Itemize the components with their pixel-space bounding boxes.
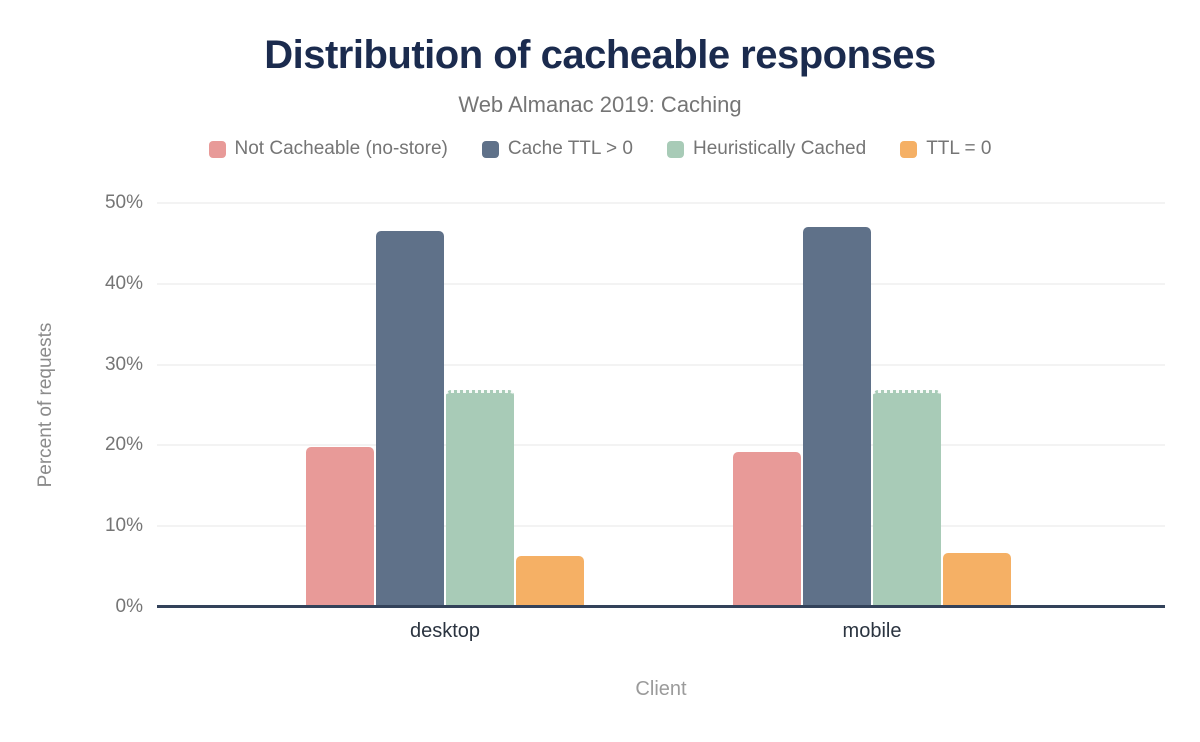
bar-desktop-heuristically-cached[interactable] bbox=[446, 390, 514, 607]
legend-swatch-icon bbox=[208, 140, 226, 158]
legend-swatch-icon bbox=[481, 140, 499, 158]
bar-mobile-cache-ttl-0[interactable] bbox=[803, 227, 871, 607]
legend-label: Cache TTL > 0 bbox=[507, 138, 633, 159]
legend-label: Heuristically Cached bbox=[693, 138, 867, 159]
bar-mobile-ttl-0[interactable] bbox=[943, 552, 1011, 607]
plot-area: 0% 10% 20% 30% 40% 50% desktop mobile bbox=[105, 193, 1165, 642]
legend-label: Not Cacheable (no-store) bbox=[234, 138, 448, 159]
bar-group-mobile: mobile bbox=[733, 203, 1011, 642]
gridline bbox=[157, 444, 1165, 447]
chart-title: Distribution of cacheable responses bbox=[264, 33, 936, 77]
legend-item: Not Cacheable (no-store) bbox=[208, 138, 448, 160]
bar-mobile-heuristically-cached[interactable] bbox=[873, 390, 941, 607]
y-tick-label: 40% bbox=[104, 272, 143, 294]
legend-item: Cache TTL > 0 bbox=[481, 138, 633, 160]
y-tick-label: 0% bbox=[115, 596, 143, 617]
gridline bbox=[157, 282, 1165, 285]
bar-desktop-not-cacheable-no-store[interactable] bbox=[306, 447, 374, 607]
x-axis-line bbox=[157, 605, 1165, 608]
y-tick-label: 30% bbox=[104, 353, 143, 375]
bar-mobile-not-cacheable-no-store[interactable] bbox=[733, 451, 801, 607]
x-tick-label: mobile bbox=[842, 620, 902, 642]
bar-desktop-cache-ttl-0[interactable] bbox=[376, 231, 444, 607]
y-tick-label: 20% bbox=[104, 434, 143, 456]
x-tick-label: desktop bbox=[409, 620, 481, 642]
x-axis-title: Client bbox=[635, 678, 687, 700]
gridline bbox=[157, 525, 1165, 528]
gridline bbox=[157, 363, 1165, 366]
legend-swatch-icon bbox=[900, 140, 918, 158]
legend-label: TTL = 0 bbox=[926, 138, 992, 159]
y-axis-title: Percent of requests bbox=[35, 322, 56, 488]
bar-group-desktop: desktop bbox=[306, 203, 584, 642]
legend-item: TTL = 0 bbox=[900, 138, 991, 160]
y-tick-label: 10% bbox=[104, 515, 143, 537]
chart-subtitle: Web Almanac 2019: Caching bbox=[458, 92, 742, 117]
gridline bbox=[157, 202, 1165, 204]
legend: Not Cacheable (no-store) Cache TTL > 0 Heu… bbox=[0, 138, 1200, 160]
legend-item: Heuristically Cached bbox=[667, 138, 866, 160]
y-tick-label: 50% bbox=[104, 192, 143, 213]
legend-swatch-icon bbox=[667, 140, 684, 158]
bar-desktop-ttl-0[interactable] bbox=[516, 556, 584, 607]
